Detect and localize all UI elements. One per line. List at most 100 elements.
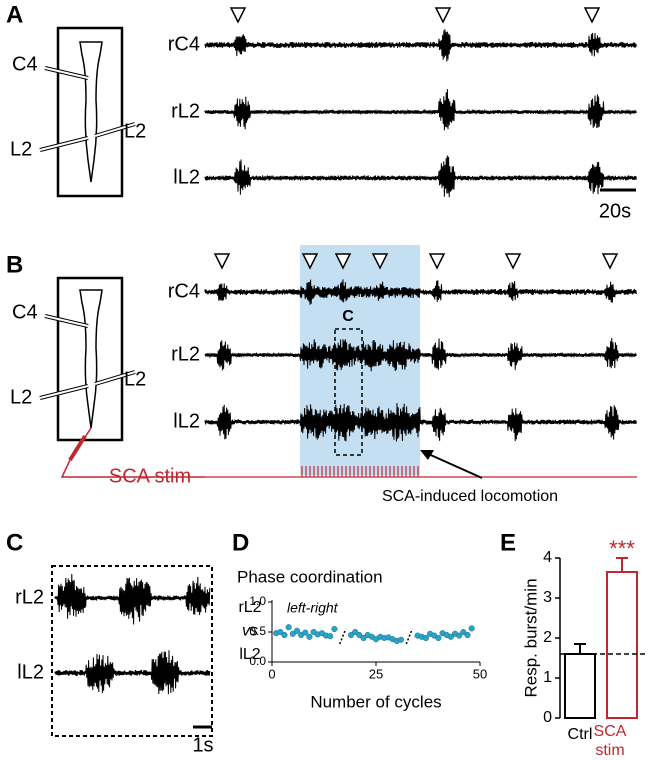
point bbox=[327, 633, 334, 640]
point bbox=[435, 634, 442, 642]
spinal-cord-diagram bbox=[39, 276, 136, 442]
point bbox=[464, 631, 471, 639]
panel-label: A bbox=[6, 1, 23, 28]
nerve-label: rL2 bbox=[171, 100, 200, 122]
trace bbox=[54, 573, 211, 625]
point bbox=[360, 634, 367, 642]
bar bbox=[606, 571, 638, 719]
recordings bbox=[54, 29, 637, 695]
chart-title: Phase coordination bbox=[237, 567, 383, 586]
x-tick-label: 50 bbox=[473, 666, 487, 681]
point bbox=[347, 631, 355, 639]
nerve-label: rL2 bbox=[171, 343, 200, 365]
box-label: C bbox=[342, 308, 354, 325]
stim-electrode bbox=[68, 434, 87, 462]
stim-label: SCA stim bbox=[109, 465, 191, 487]
bar bbox=[564, 653, 596, 719]
diagram-label: L2 bbox=[10, 386, 32, 408]
y-tick-label: 4 bbox=[543, 549, 552, 566]
trace bbox=[204, 279, 637, 305]
significance: *** bbox=[609, 536, 635, 561]
point bbox=[397, 636, 405, 643]
panel-label: D bbox=[232, 529, 249, 556]
arrow-head bbox=[420, 450, 434, 460]
break bbox=[405, 628, 413, 645]
y-tick-label: 1.0 bbox=[249, 594, 266, 608]
nerve-label: rC4 bbox=[168, 280, 200, 302]
category-box: SCA stim bbox=[593, 723, 627, 759]
marker bbox=[229, 7, 247, 24]
break bbox=[339, 628, 347, 645]
spinal-cord-diagram bbox=[39, 26, 136, 198]
diagram-label: L2 bbox=[124, 120, 146, 142]
diagram-label: C4 bbox=[12, 301, 38, 323]
trace bbox=[54, 650, 211, 695]
y-tick-label: 2 bbox=[543, 629, 552, 646]
annotation: left-right bbox=[287, 600, 339, 616]
trace bbox=[204, 155, 637, 198]
marker bbox=[334, 253, 352, 270]
arrow bbox=[423, 451, 483, 479]
diagram-label: C4 bbox=[12, 53, 38, 75]
point bbox=[468, 625, 475, 632]
panel-label: E bbox=[500, 529, 516, 556]
marker bbox=[428, 253, 446, 270]
point bbox=[281, 631, 288, 639]
zoom-box bbox=[51, 565, 213, 737]
panel-label: C bbox=[6, 529, 23, 556]
marker bbox=[213, 253, 231, 270]
marker bbox=[583, 7, 601, 24]
x-tick-label: Ctrl bbox=[568, 726, 593, 743]
point bbox=[456, 632, 463, 639]
x-tick-label: SCA stim bbox=[593, 723, 627, 759]
diagram-label: L2 bbox=[124, 368, 146, 390]
y-axis-label: rL2 bbox=[238, 599, 261, 616]
y-axis-label: lL2 bbox=[239, 646, 260, 663]
marker bbox=[504, 253, 522, 270]
nerve-label: lL2 bbox=[173, 410, 200, 432]
diagram-label: L2 bbox=[10, 138, 32, 160]
point bbox=[289, 630, 296, 637]
point bbox=[306, 633, 313, 640]
panel-label: B bbox=[6, 251, 23, 278]
point bbox=[331, 625, 338, 633]
point bbox=[302, 629, 309, 636]
marker bbox=[371, 253, 389, 270]
nerve-label: lL2 bbox=[173, 166, 200, 188]
trace bbox=[204, 337, 637, 372]
y-axis-label: vs bbox=[242, 623, 258, 640]
point bbox=[293, 627, 301, 634]
trace bbox=[204, 403, 637, 442]
x-tick-label: 25 bbox=[369, 666, 383, 681]
y-tick-label: 3 bbox=[543, 589, 552, 606]
point bbox=[352, 628, 359, 636]
marker bbox=[601, 253, 619, 270]
point bbox=[422, 634, 429, 642]
point bbox=[356, 631, 363, 639]
scale-label: 20s bbox=[599, 200, 631, 222]
nerve-label: rC4 bbox=[168, 33, 200, 55]
point bbox=[285, 624, 292, 631]
y-tick-label: 0.5 bbox=[249, 624, 266, 638]
marker bbox=[434, 7, 452, 24]
nerve-label: rL2 bbox=[15, 586, 44, 608]
scale-label: 1s bbox=[192, 734, 213, 756]
marker bbox=[301, 253, 319, 270]
x-tick-label: 0 bbox=[268, 666, 275, 681]
charts: Phase coordinationleft-rightrL2vslL20.00… bbox=[237, 536, 645, 743]
nerve-label: lL2 bbox=[17, 661, 44, 683]
x-axis-label: Number of cycles bbox=[310, 692, 441, 711]
point bbox=[447, 633, 454, 640]
point bbox=[277, 628, 284, 636]
trace bbox=[204, 88, 637, 131]
point bbox=[460, 628, 467, 636]
y-tick-label: 1 bbox=[543, 669, 552, 686]
y-tick-label: 0.0 bbox=[249, 654, 266, 668]
stim-pulses bbox=[301, 466, 419, 477]
respiratory-markers bbox=[213, 7, 619, 270]
trace bbox=[204, 29, 637, 62]
annotation: SCA-induced locomotion bbox=[382, 488, 558, 505]
y-axis-label: Resp. burst/min bbox=[521, 578, 540, 697]
y-tick-label: 0 bbox=[543, 709, 552, 726]
